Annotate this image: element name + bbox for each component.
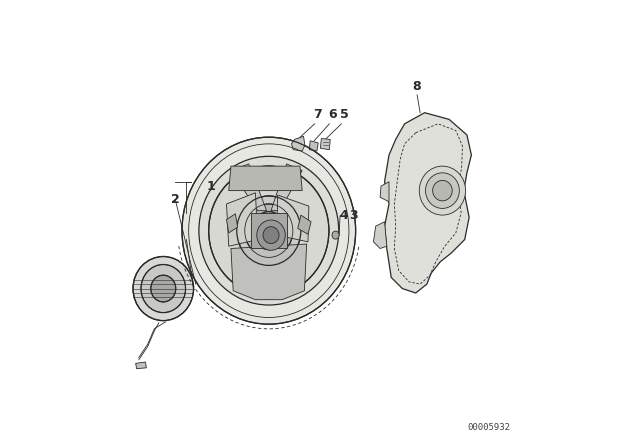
Polygon shape	[227, 193, 258, 246]
Polygon shape	[227, 214, 237, 233]
Ellipse shape	[237, 196, 301, 265]
Ellipse shape	[199, 156, 339, 305]
Polygon shape	[136, 362, 147, 369]
Ellipse shape	[263, 227, 279, 244]
Text: 2: 2	[171, 193, 180, 206]
Ellipse shape	[182, 137, 356, 324]
Polygon shape	[309, 141, 318, 151]
Text: 1: 1	[207, 180, 215, 193]
Polygon shape	[321, 138, 330, 150]
Ellipse shape	[426, 173, 460, 208]
Text: 00005932: 00005932	[468, 423, 511, 432]
Text: 4: 4	[339, 210, 348, 223]
Polygon shape	[373, 222, 387, 249]
Ellipse shape	[252, 211, 285, 250]
Text: 8: 8	[412, 80, 420, 93]
Ellipse shape	[244, 204, 293, 258]
Polygon shape	[380, 182, 389, 202]
Polygon shape	[231, 164, 267, 211]
Polygon shape	[291, 136, 305, 151]
Text: 5: 5	[340, 108, 349, 121]
Polygon shape	[277, 195, 309, 242]
Ellipse shape	[151, 275, 176, 302]
Ellipse shape	[133, 257, 193, 321]
Polygon shape	[298, 215, 311, 234]
Ellipse shape	[433, 181, 452, 201]
Ellipse shape	[332, 231, 339, 239]
Ellipse shape	[257, 220, 285, 250]
Ellipse shape	[141, 264, 186, 313]
Polygon shape	[271, 164, 302, 211]
Text: 7: 7	[314, 108, 322, 121]
Text: 3: 3	[349, 210, 358, 223]
Polygon shape	[255, 251, 282, 293]
Text: 6: 6	[328, 108, 337, 121]
Ellipse shape	[209, 166, 329, 295]
Polygon shape	[231, 244, 307, 300]
Polygon shape	[228, 166, 302, 190]
Ellipse shape	[419, 166, 465, 215]
Polygon shape	[385, 113, 472, 293]
Polygon shape	[251, 213, 287, 249]
